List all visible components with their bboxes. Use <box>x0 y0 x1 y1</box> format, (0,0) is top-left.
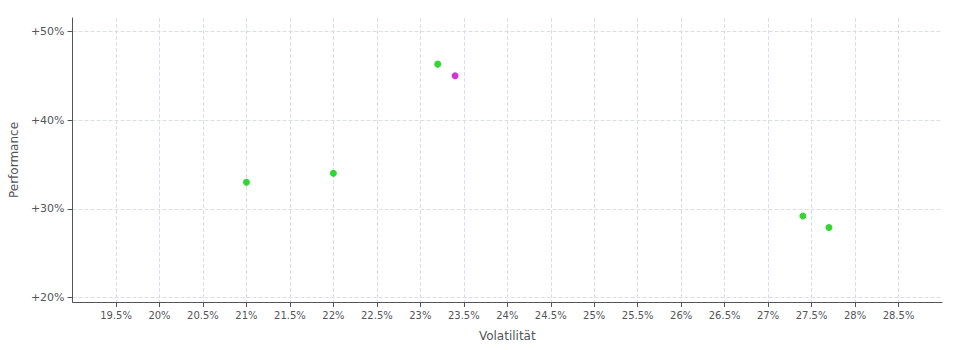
svg-text:20.5%: 20.5% <box>187 310 219 321</box>
svg-text:+30%: +30% <box>31 202 65 215</box>
svg-text:21.5%: 21.5% <box>274 310 306 321</box>
svg-text:26.5%: 26.5% <box>709 310 741 321</box>
svg-text:+50%: +50% <box>31 25 65 38</box>
svg-text:Performance: Performance <box>7 122 21 198</box>
svg-text:+40%: +40% <box>31 114 65 127</box>
svg-text:19.5%: 19.5% <box>100 310 132 321</box>
svg-text:28%: 28% <box>844 310 866 321</box>
svg-text:23%: 23% <box>409 310 431 321</box>
svg-text:22%: 22% <box>322 310 344 321</box>
svg-text:24.5%: 24.5% <box>535 310 567 321</box>
svg-text:24%: 24% <box>496 310 518 321</box>
svg-text:28.5%: 28.5% <box>883 310 915 321</box>
svg-text:25.5%: 25.5% <box>622 310 654 321</box>
svg-text:25%: 25% <box>583 310 605 321</box>
svg-text:27%: 27% <box>757 310 779 321</box>
svg-text:27.5%: 27.5% <box>796 310 828 321</box>
svg-text:21%: 21% <box>235 310 257 321</box>
svg-text:20%: 20% <box>148 310 170 321</box>
svg-text:23.5%: 23.5% <box>448 310 480 321</box>
svg-text:22.5%: 22.5% <box>361 310 393 321</box>
svg-text:+20%: +20% <box>31 291 65 304</box>
svg-text:Volatilität: Volatilität <box>479 329 536 343</box>
svg-text:26%: 26% <box>670 310 692 321</box>
